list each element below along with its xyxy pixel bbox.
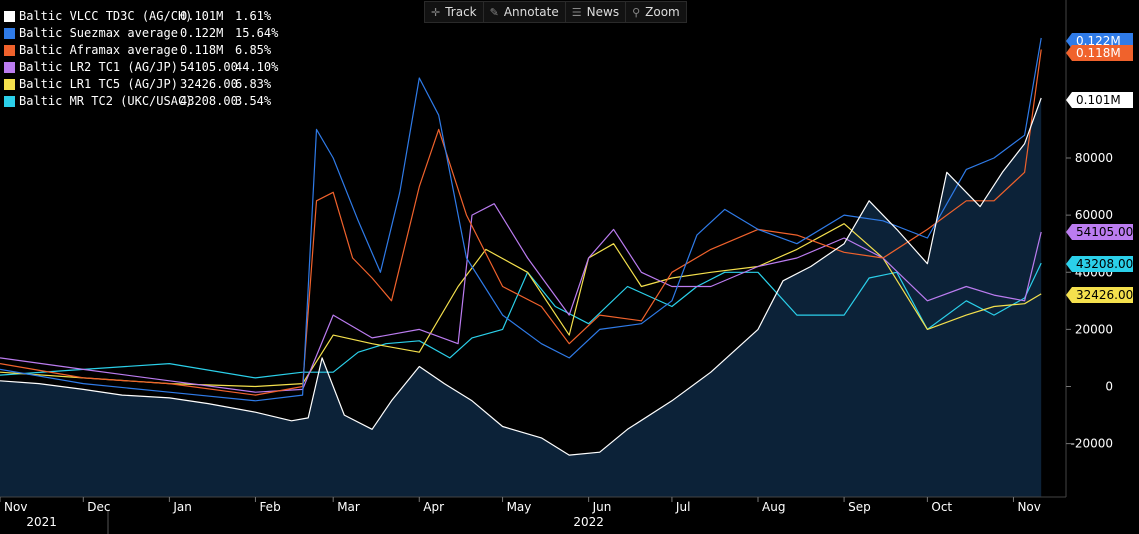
y-tick-label: 60000 — [1075, 208, 1113, 222]
end-value-label: 0.118M — [1066, 45, 1133, 61]
x-tick-label: Oct — [931, 500, 952, 514]
legend-swatch — [4, 62, 15, 73]
pencil-icon: ✎ — [489, 5, 499, 19]
x-tick-label: Aug — [762, 500, 785, 514]
legend-series-value: 54105.00 — [180, 60, 238, 74]
y-tick-label: -20000 — [1070, 437, 1113, 451]
legend-swatch — [4, 96, 15, 107]
x-tick-label: Dec — [87, 500, 110, 514]
legend-series-change: 6.83% — [235, 77, 272, 91]
magnifier-icon: ⚲ — [632, 5, 641, 19]
end-value-label: 54105.00 — [1066, 224, 1133, 240]
end-value-label: 0.101M — [1066, 92, 1133, 108]
legend-series-change: 44.10% — [235, 60, 279, 74]
legend-item[interactable]: Baltic Aframax average 0.118M 6.85% — [4, 42, 278, 59]
end-label-text: 54105.00 — [1076, 225, 1133, 239]
legend-series-name: Baltic LR1 TC5 (AG/JP) — [19, 77, 178, 91]
legend-swatch — [4, 11, 15, 22]
legend-series-change: 3.54% — [235, 94, 272, 108]
legend-item[interactable]: Baltic VLCC TD3C (AG/CH) 0.101M 1.61% — [4, 8, 278, 25]
legend-series-change: 1.61% — [235, 9, 272, 23]
legend-swatch — [4, 28, 15, 39]
legend-swatch — [4, 79, 15, 90]
x-tick-label: Mar — [337, 500, 360, 514]
legend-series-value: 43208.00 — [180, 94, 238, 108]
legend-series-name: Baltic VLCC TD3C (AG/CH) — [19, 9, 193, 23]
legend-item[interactable]: Baltic Suezmax average 0.122M 15.64% — [4, 25, 278, 42]
legend: Baltic VLCC TD3C (AG/CH) 0.101M 1.61% Balti… — [4, 8, 278, 110]
series-line — [0, 49, 1042, 396]
legend-item[interactable]: Baltic MR TC2 (UKC/USAC) 43208.00 3.54% — [4, 93, 278, 110]
legend-series-name: Baltic Aframax average — [19, 43, 178, 57]
legend-series-change: 6.85% — [235, 43, 272, 57]
end-label-text: 43208.00 — [1076, 257, 1133, 271]
end-label-tag — [1066, 92, 1133, 108]
series-area-fill — [0, 98, 1042, 497]
legend-swatch — [4, 45, 15, 56]
end-label-text: 0.122M — [1076, 34, 1121, 48]
tool-label: Zoom — [645, 5, 680, 19]
legend-series-change: 15.64% — [235, 26, 279, 40]
x-year-label: 2022 — [573, 515, 604, 529]
series-line — [0, 97, 1042, 456]
tool-label: News — [586, 5, 620, 19]
legend-series-value: 32426.00 — [180, 77, 238, 91]
end-label-text: 0.101M — [1076, 93, 1121, 107]
end-label-tag — [1066, 287, 1133, 303]
end-label-tag — [1066, 45, 1133, 61]
series-line — [0, 203, 1042, 393]
y-tick-label: 20000 — [1075, 322, 1113, 336]
x-tick-label: Nov — [1017, 500, 1040, 514]
legend-series-name: Baltic MR TC2 (UKC/USAC) — [19, 94, 193, 108]
x-tick-label: Jul — [675, 500, 690, 514]
tool-label: Track — [445, 5, 477, 19]
end-label-text: 0.118M — [1076, 46, 1121, 60]
series-line — [0, 262, 1042, 379]
news-icon: ☰ — [571, 5, 582, 19]
legend-item[interactable]: Baltic LR2 TC1 (AG/JP) 54105.00 44.10% — [4, 59, 278, 76]
chart-toolbar: ✛ Track ✎ Annotate ☰ News ⚲ Zoom — [424, 1, 687, 23]
legend-series-value: 0.101M — [180, 9, 224, 23]
tool-zoom-button[interactable]: ⚲ Zoom — [626, 2, 686, 22]
legend-series-name: Baltic LR2 TC1 (AG/JP) — [19, 60, 178, 74]
series-line — [0, 37, 1042, 402]
legend-series-value: 0.122M — [180, 26, 224, 40]
legend-series-name: Baltic Suezmax average — [19, 26, 178, 40]
end-label-tag — [1066, 256, 1133, 272]
end-value-label: 43208.00 — [1066, 256, 1133, 272]
y-tick-label: 80000 — [1075, 151, 1113, 165]
crosshair-icon: ✛ — [431, 5, 441, 19]
end-label-text: 32426.00 — [1076, 288, 1133, 302]
tool-track-button[interactable]: ✛ Track — [425, 2, 484, 22]
x-tick-label: Sep — [848, 500, 871, 514]
tool-news-button[interactable]: ☰ News — [566, 2, 627, 22]
x-tick-label: Feb — [259, 500, 280, 514]
end-label-tag — [1066, 224, 1133, 240]
legend-item[interactable]: Baltic LR1 TC5 (AG/JP) 32426.00 6.83% — [4, 76, 278, 93]
tool-label: Annotate — [503, 5, 559, 19]
x-tick-label: May — [507, 500, 532, 514]
y-tick-label: 0 — [1105, 380, 1113, 394]
x-tick-label: Jun — [592, 500, 612, 514]
x-tick-label: Nov — [4, 500, 27, 514]
end-value-label: 32426.00 — [1066, 287, 1133, 303]
x-tick-label: Apr — [423, 500, 444, 514]
tool-annotate-button[interactable]: ✎ Annotate — [484, 2, 566, 22]
x-tick-label: Jan — [172, 500, 192, 514]
x-year-label: 2021 — [26, 515, 57, 529]
legend-series-value: 0.118M — [180, 43, 224, 57]
